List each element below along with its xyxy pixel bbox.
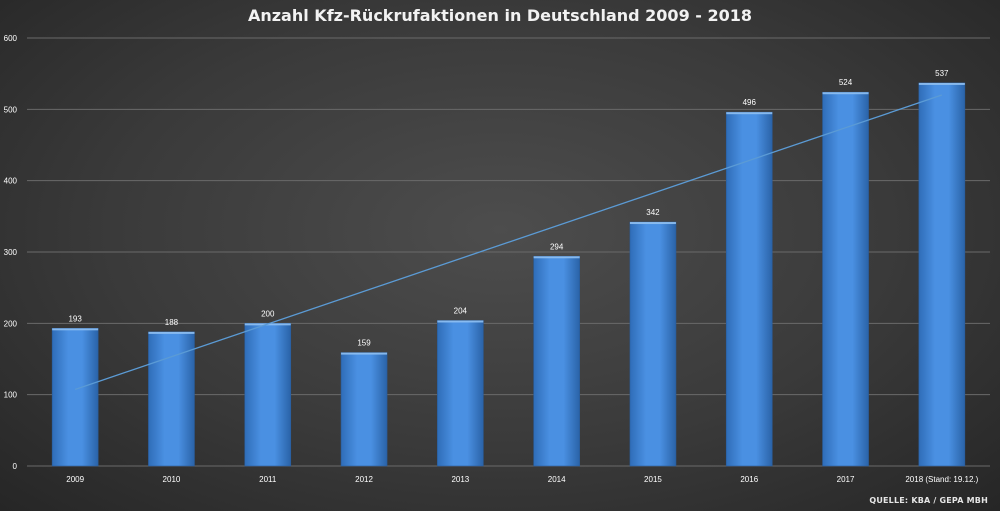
data-label: 342 [646,208,660,217]
bar-highlight [918,82,965,85]
x-tick-label: 2016 [740,475,758,484]
data-label: 193 [68,314,82,323]
bar-highlight [437,320,484,323]
y-tick-label: 100 [4,391,18,400]
data-label: 200 [261,309,275,318]
bar [244,323,292,467]
bar [340,352,388,467]
bar [51,328,99,467]
chart-title: Anzahl Kfz-Rückrufaktionen in Deutschlan… [247,6,753,25]
trend-line [74,94,943,391]
x-tick-label: 2018 (Stand: 19.12.) [905,475,978,484]
data-label: 537 [935,69,949,78]
x-tick-label: 2017 [837,475,855,484]
data-label: 159 [357,339,371,348]
bar [437,320,484,467]
data-label: 188 [165,318,179,327]
source-note: QUELLE: KBA / GEPA MBH [869,496,988,505]
bar-highlight [629,222,676,225]
data-label: 524 [839,78,853,87]
y-tick-label: 0 [13,462,18,471]
y-tick-label: 500 [4,105,18,114]
data-label: 496 [743,98,757,107]
data-label: 204 [454,306,468,315]
labels: 0 100 200 300 400 500 600 193 2009 188 2010 200 2011… [4,34,979,484]
bar [918,82,966,467]
x-tick-label: 2010 [163,475,181,484]
bar-highlight [726,112,773,115]
x-tick-label: 2015 [644,475,662,484]
y-tick-label: 300 [4,248,18,257]
bars [51,82,966,467]
y-tick-label: 400 [4,177,18,186]
bar-highlight [533,256,580,259]
bar-highlight [148,331,195,334]
x-tick-label: 2012 [355,475,373,484]
y-tick-label: 600 [4,34,18,43]
bar [629,221,677,467]
x-tick-label: 2011 [259,475,277,484]
bar-highlight [822,92,869,95]
bar [148,331,195,467]
data-label: 294 [550,242,564,251]
x-tick-label: 2014 [548,475,566,484]
bar [822,91,869,467]
y-tick-label: 200 [4,319,18,328]
bar [725,111,773,467]
bar [533,255,580,467]
x-tick-label: 2013 [451,475,469,484]
bar-highlight [341,352,388,355]
x-tick-label: 2009 [66,475,84,484]
trendline [74,94,943,391]
bar-highlight [52,328,99,331]
